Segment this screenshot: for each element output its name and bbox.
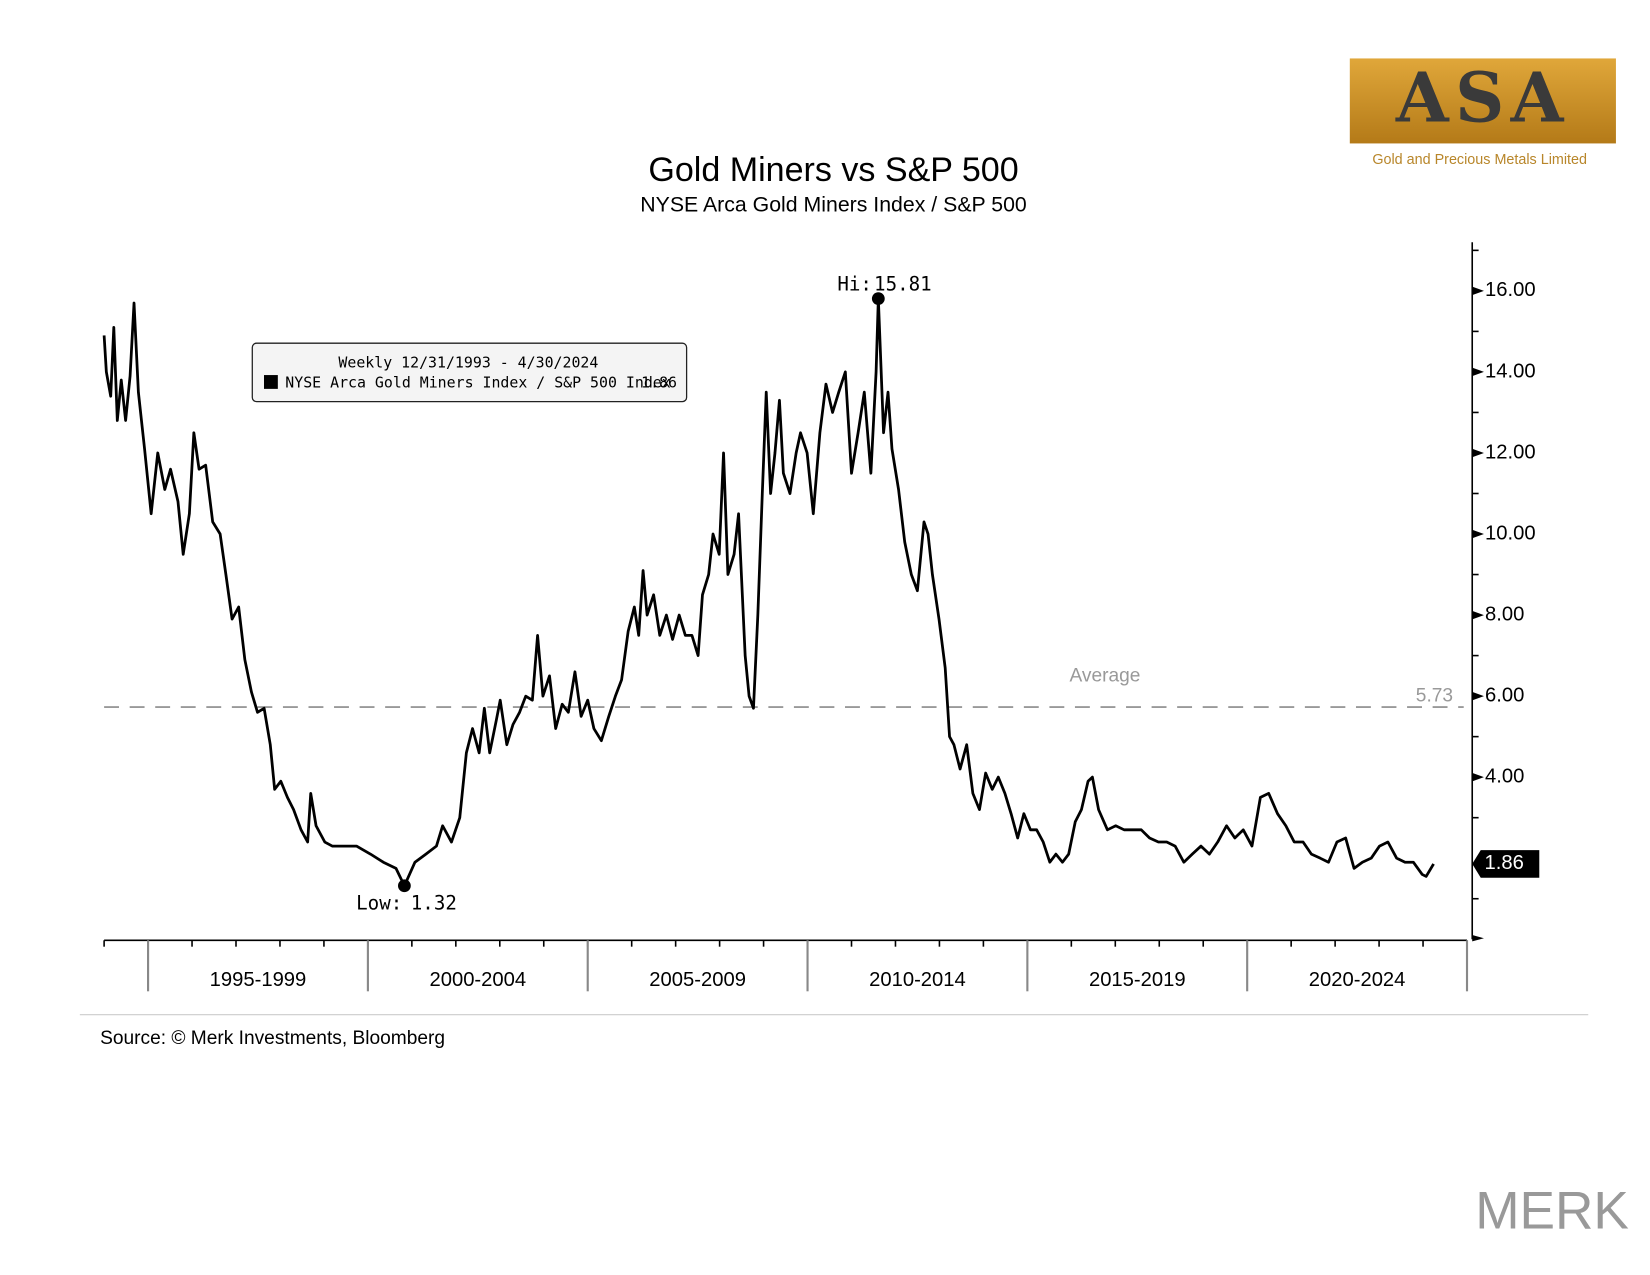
x-tick-label: 1995-1999 bbox=[210, 969, 307, 991]
chart-subtitle: NYSE Arca Gold Miners Index / S&P 500 bbox=[640, 193, 1026, 217]
logo-name: ASA bbox=[1395, 59, 1570, 139]
brand: MERK bbox=[1475, 1182, 1629, 1241]
y-tick-label: 16.00 bbox=[1485, 279, 1536, 301]
y-tick bbox=[1472, 286, 1484, 296]
series-line bbox=[102, 297, 1435, 888]
low-value: 1.32 bbox=[411, 891, 457, 914]
x-tick-label: 2020-2024 bbox=[1309, 969, 1406, 991]
average-value: 5.73 bbox=[1416, 685, 1453, 706]
x-tick-label: 2015-2019 bbox=[1089, 969, 1186, 991]
y-tick-label: 14.00 bbox=[1485, 360, 1536, 382]
logo-box bbox=[1349, 58, 1616, 144]
x-tick-label: 2005-2009 bbox=[649, 969, 746, 991]
chart-title: Gold Miners vs S&P 500 bbox=[648, 151, 1018, 189]
y-tick bbox=[1472, 448, 1484, 458]
low-label: Low: bbox=[356, 891, 402, 914]
y-tick-label: 4.00 bbox=[1485, 766, 1524, 788]
source: Source: © Merk Investments, Bloomberg bbox=[100, 1028, 445, 1049]
legend-swatch bbox=[264, 375, 278, 389]
y-tick-label: 6.00 bbox=[1485, 684, 1524, 706]
y-tick-label: 12.00 bbox=[1485, 441, 1536, 463]
x-tick-label: 2010-2014 bbox=[869, 969, 966, 991]
y-tick bbox=[1472, 529, 1484, 539]
y-tick-label: 8.00 bbox=[1485, 603, 1524, 625]
last-value-box bbox=[1472, 850, 1540, 878]
y-tick-label: 10.00 bbox=[1485, 522, 1536, 544]
average-label: Average bbox=[1069, 665, 1140, 686]
last-value: 1.86 bbox=[1484, 852, 1523, 874]
y-tick bbox=[1472, 772, 1484, 782]
legend-label: NYSE Arca Gold Miners Index / S&P 500 In… bbox=[285, 374, 670, 392]
hi-value: 15.81 bbox=[874, 272, 932, 295]
y-tick bbox=[1472, 691, 1484, 701]
x-tick-label: 2000-2004 bbox=[429, 969, 526, 991]
low-marker bbox=[398, 879, 411, 893]
legend-value: 1.86 bbox=[641, 374, 677, 392]
hi-marker bbox=[871, 292, 885, 305]
hi-label: Hi: bbox=[837, 272, 872, 295]
y-tick bbox=[1472, 367, 1484, 377]
y-axis-arrow bbox=[1472, 935, 1484, 942]
y-tick bbox=[1472, 610, 1484, 620]
legend-box bbox=[251, 342, 688, 403]
logo-tagline: Gold and Precious Metals Limited bbox=[1372, 152, 1587, 168]
legend-title: Weekly 12/31/1993 - 4/30/2024 bbox=[338, 353, 598, 371]
